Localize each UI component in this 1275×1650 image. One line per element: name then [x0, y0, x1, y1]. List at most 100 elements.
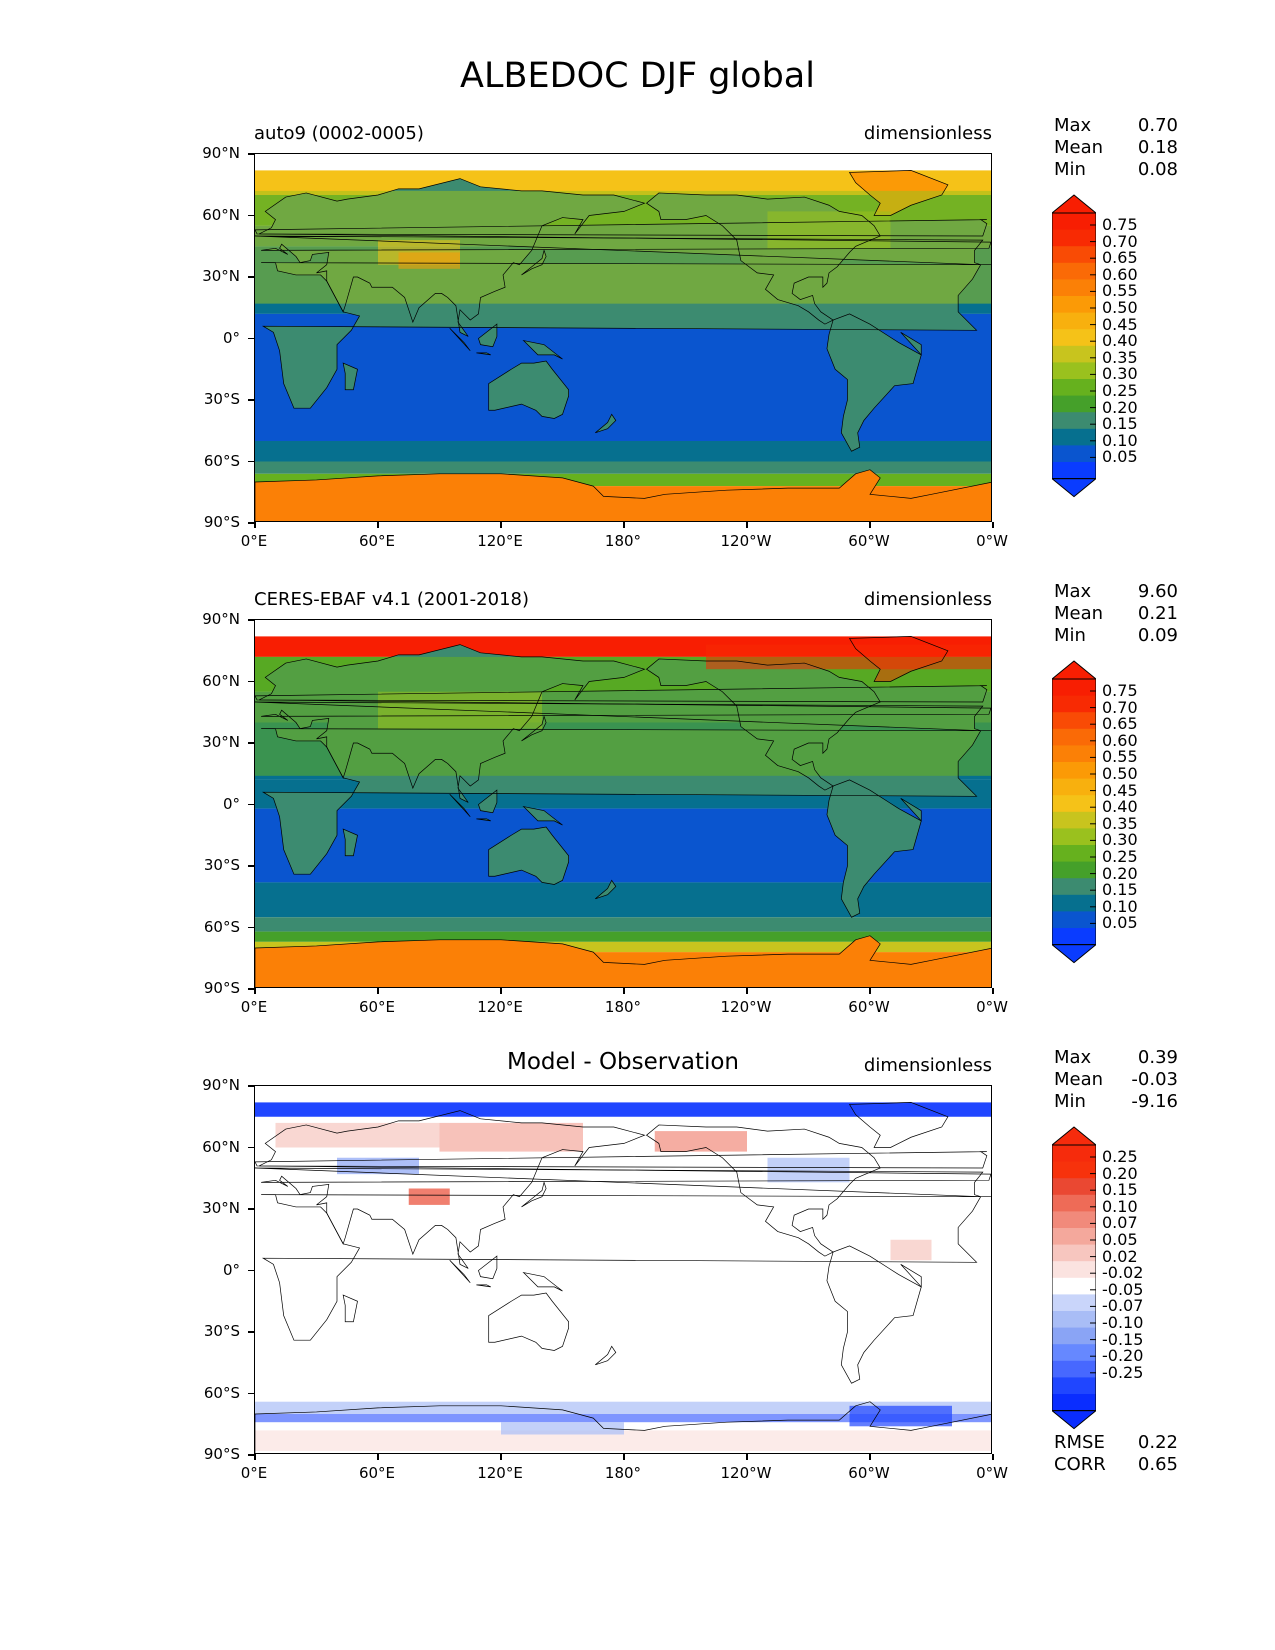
- lon-tick-label: 60°W: [848, 998, 890, 1016]
- colorbar-tick-label: 0.25: [1102, 381, 1138, 400]
- coastline: [476, 352, 491, 356]
- ocean-band: [255, 882, 991, 918]
- colorbar-tick-label: 0.70: [1102, 231, 1138, 251]
- lat-tick-mark: [248, 337, 254, 339]
- lat-tick-mark: [248, 276, 254, 278]
- lat-tick-label: 30°S: [203, 856, 240, 874]
- colorbar-swatch: [1052, 229, 1096, 247]
- lat-tick-mark: [248, 1331, 254, 1333]
- lat-tick-label: 30°N: [202, 733, 240, 751]
- colorbar-tick-label: 0.60: [1102, 264, 1138, 284]
- colorbar-tick-label: 0.55: [1102, 747, 1138, 767]
- lon-tick-label: 0°E: [240, 998, 268, 1016]
- lat-tick-mark: [248, 1392, 254, 1394]
- lon-tick-mark: [623, 522, 625, 528]
- map-field: [255, 154, 991, 521]
- map-field: [255, 1086, 991, 1453]
- land-fill: [255, 935, 991, 987]
- lat-tick-label: 90°N: [202, 610, 240, 628]
- lon-tick-label: 120°E: [477, 1464, 523, 1482]
- colorbar-tick-label: 0.40: [1102, 331, 1138, 351]
- lat-tick-label: 30°N: [202, 267, 240, 285]
- colorbar-tick-label: 0.35: [1102, 813, 1138, 833]
- colorbar-swatch: [1052, 911, 1096, 929]
- lon-tick-mark: [377, 522, 379, 528]
- colorbar-swatch: [1052, 262, 1096, 280]
- colorbar-swatch: [1052, 279, 1096, 297]
- colorbar-swatch: [1052, 828, 1096, 846]
- diff-patch: [439, 1122, 583, 1152]
- diff-patch: [501, 1422, 624, 1435]
- colorbar-tick-label: 0.75: [1102, 215, 1138, 234]
- lat-tick-label: 90°N: [202, 144, 240, 162]
- lat-tick-mark: [248, 742, 254, 744]
- lat-tick-label: 60°S: [203, 917, 240, 936]
- lon-tick-mark: [746, 988, 748, 994]
- stat-value: 0.70: [1137, 115, 1178, 136]
- colorbar-swatch: [1052, 795, 1096, 813]
- coastline: [645, 658, 881, 791]
- lat-tick-label: 90°S: [203, 979, 240, 997]
- coastline: [449, 328, 471, 352]
- lon-tick-label: 60°W: [848, 532, 890, 550]
- lon-tick-mark: [623, 988, 625, 994]
- lat-tick-label: 90°N: [202, 1076, 240, 1094]
- lat-tick-mark: [248, 1146, 254, 1148]
- colorbar-tick-label: 0.75: [1102, 681, 1138, 700]
- coastline: [848, 1102, 949, 1148]
- ocean-band: [255, 917, 991, 932]
- colorbar-swatch: [1052, 1211, 1096, 1229]
- colorbar-tick-label: 0.20: [1102, 397, 1138, 417]
- lat-tick-mark: [248, 399, 254, 401]
- colorbar-extend-min: [1052, 944, 1096, 964]
- colorbar-swatch: [1052, 861, 1096, 879]
- metric-label: RMSE: [1054, 1432, 1105, 1453]
- colorbar-tick-label: 0.25: [1102, 1147, 1138, 1166]
- land-shade: [767, 211, 891, 249]
- coastline: [255, 235, 991, 409]
- coastline: [826, 313, 922, 452]
- colorbar-tick-label: 0.10: [1102, 896, 1138, 916]
- stat-label: Mean: [1054, 603, 1104, 624]
- lon-tick-label: 120°W: [720, 532, 772, 550]
- colorbar: [1052, 194, 1096, 498]
- colorbar-tick-label: -0.25: [1102, 1362, 1144, 1382]
- lon-tick-mark: [254, 1454, 256, 1460]
- coastline: [258, 178, 991, 337]
- colorbar-swatch: [1052, 379, 1096, 397]
- metric-value: 0.65: [1137, 1454, 1178, 1475]
- coastline: [900, 1264, 922, 1288]
- lat-tick-mark: [248, 865, 254, 867]
- colorbar-swatch: [1052, 1261, 1096, 1279]
- metric-label: CORR: [1054, 1454, 1106, 1475]
- colorbar-tick-label: 0.05: [1102, 447, 1138, 467]
- coastline: [645, 1124, 881, 1257]
- colorbar-swatch: [1052, 1161, 1096, 1179]
- colorbar-swatch: [1052, 762, 1096, 780]
- lon-tick-mark: [500, 1454, 502, 1460]
- lon-tick-label: 0°W: [976, 1464, 1008, 1482]
- colorbar-swatch: [1052, 1244, 1096, 1262]
- lat-tick-label: 30°S: [203, 1322, 240, 1340]
- lat-tick-label: 60°N: [202, 1137, 240, 1156]
- lon-tick-mark: [746, 1454, 748, 1460]
- units-label: dimensionless: [863, 123, 992, 144]
- coastline: [522, 805, 563, 826]
- lat-tick-mark: [248, 522, 254, 524]
- colorbar-tick-label: 0.02: [1102, 1246, 1138, 1266]
- lat-tick-label: 60°N: [202, 671, 240, 690]
- lon-tick-label: 60°W: [848, 1464, 890, 1482]
- lat-tick-mark: [248, 153, 254, 155]
- coastline: [255, 469, 991, 521]
- coastline: [255, 219, 988, 237]
- colorbar-tick-label: -0.07: [1102, 1296, 1144, 1316]
- colorbar-tick-label: 0.65: [1102, 714, 1138, 734]
- land-fill: [595, 414, 616, 433]
- colorbar-swatch: [1052, 1178, 1096, 1196]
- colorbar-tick-label: 0.45: [1102, 780, 1138, 800]
- coastline: [848, 636, 949, 682]
- colorbar-tick-label: 0.15: [1102, 880, 1138, 900]
- colorbar-swatch: [1052, 712, 1096, 730]
- lon-tick-label: 0°E: [240, 1464, 268, 1482]
- lon-tick-mark: [992, 988, 994, 994]
